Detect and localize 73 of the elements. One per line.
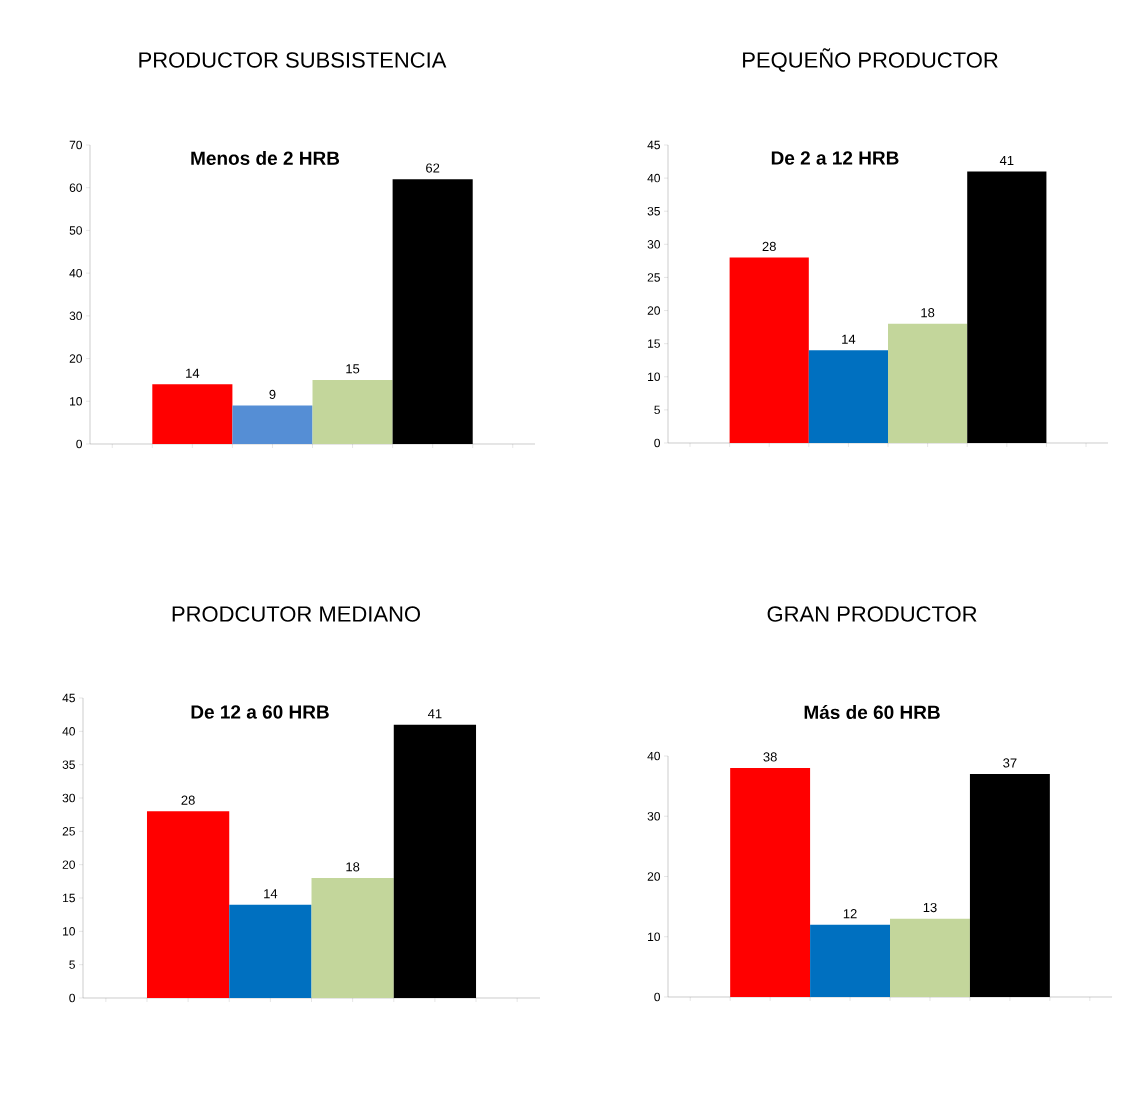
bar bbox=[229, 904, 312, 998]
bar bbox=[393, 724, 477, 998]
data-label: 38 bbox=[763, 752, 777, 762]
y-tick-label: 15 bbox=[648, 339, 660, 348]
y-tick-label: 15 bbox=[63, 893, 75, 903]
y-tick-label: 60 bbox=[69, 183, 83, 192]
chart-title: PRODCUTOR MEDIANO bbox=[172, 606, 421, 622]
chart-subtitle: Más de 60 HRB bbox=[804, 704, 940, 720]
data-label: 41 bbox=[427, 709, 442, 719]
y-tick-label: 30 bbox=[647, 240, 661, 249]
y-tick-label: 70 bbox=[69, 140, 83, 150]
bar bbox=[152, 384, 233, 444]
data-label: 15 bbox=[346, 364, 360, 374]
y-tick-label: 0 bbox=[69, 993, 76, 1003]
y-tick-label: 5 bbox=[69, 960, 75, 969]
data-label: 18 bbox=[921, 308, 935, 318]
data-label: 12 bbox=[843, 909, 857, 919]
bar bbox=[969, 774, 1050, 997]
data-label: 37 bbox=[1003, 758, 1017, 768]
data-label: 41 bbox=[999, 156, 1014, 165]
y-tick-label: 35 bbox=[647, 206, 660, 216]
bar bbox=[729, 257, 809, 443]
bar bbox=[232, 405, 313, 444]
y-tick-label: 50 bbox=[69, 226, 83, 235]
y-tick-label: 0 bbox=[76, 439, 83, 449]
y-tick-label: 10 bbox=[648, 372, 661, 382]
y-tick-label: 40 bbox=[647, 751, 661, 761]
bar bbox=[146, 811, 230, 998]
y-tick-label: 10 bbox=[70, 397, 83, 406]
data-label: 13 bbox=[923, 902, 937, 913]
bar bbox=[888, 323, 968, 443]
y-tick-label: 0 bbox=[654, 992, 661, 1002]
chart-subtitle: De 2 a 12 HRB bbox=[771, 151, 899, 165]
data-label: 14 bbox=[264, 889, 278, 899]
bar bbox=[808, 350, 889, 443]
data-label: 14 bbox=[186, 368, 200, 378]
chart-title: GRAN PRODUCTOR bbox=[767, 606, 977, 622]
y-tick-label: 10 bbox=[63, 927, 76, 936]
bar bbox=[890, 918, 970, 997]
y-tick-label: 30 bbox=[647, 812, 661, 821]
chart-title: PEQUEÑO PRODUCTOR bbox=[743, 48, 998, 72]
y-tick-label: 0 bbox=[654, 438, 661, 448]
y-tick-label: 25 bbox=[647, 273, 660, 282]
bar bbox=[810, 924, 891, 997]
y-tick-label: 5 bbox=[654, 405, 660, 415]
data-label: 14 bbox=[842, 334, 856, 344]
chart-subtitle: De 12 a 60 HRB bbox=[191, 705, 329, 719]
y-tick-label: 20 bbox=[69, 354, 83, 363]
y-tick-label: 40 bbox=[62, 727, 76, 736]
data-label: 28 bbox=[762, 241, 776, 252]
y-tick-label: 20 bbox=[62, 860, 76, 869]
y-tick-label: 20 bbox=[647, 872, 661, 881]
y-tick-label: 30 bbox=[69, 311, 83, 321]
bar bbox=[312, 379, 393, 444]
y-tick-label: 45 bbox=[647, 140, 660, 150]
chart-subtitle: Menos de 2 HRB bbox=[191, 151, 340, 165]
data-label: 28 bbox=[181, 795, 195, 805]
data-label: 62 bbox=[426, 163, 440, 173]
y-tick-label: 35 bbox=[62, 760, 75, 769]
y-tick-label: 45 bbox=[62, 693, 75, 703]
bar bbox=[392, 179, 473, 444]
bar bbox=[311, 878, 394, 998]
y-tick-label: 25 bbox=[62, 827, 75, 836]
y-tick-label: 40 bbox=[69, 268, 83, 278]
chart-title: PRODUCTOR SUBSISTENCIA bbox=[139, 52, 447, 68]
bar bbox=[967, 171, 1047, 443]
y-tick-label: 40 bbox=[647, 173, 661, 183]
data-label: 9 bbox=[269, 389, 276, 400]
y-tick-label: 10 bbox=[648, 932, 661, 941]
y-tick-label: 20 bbox=[647, 306, 661, 315]
data-label: 18 bbox=[346, 862, 360, 872]
y-tick-label: 30 bbox=[62, 793, 76, 803]
bar bbox=[730, 768, 811, 997]
